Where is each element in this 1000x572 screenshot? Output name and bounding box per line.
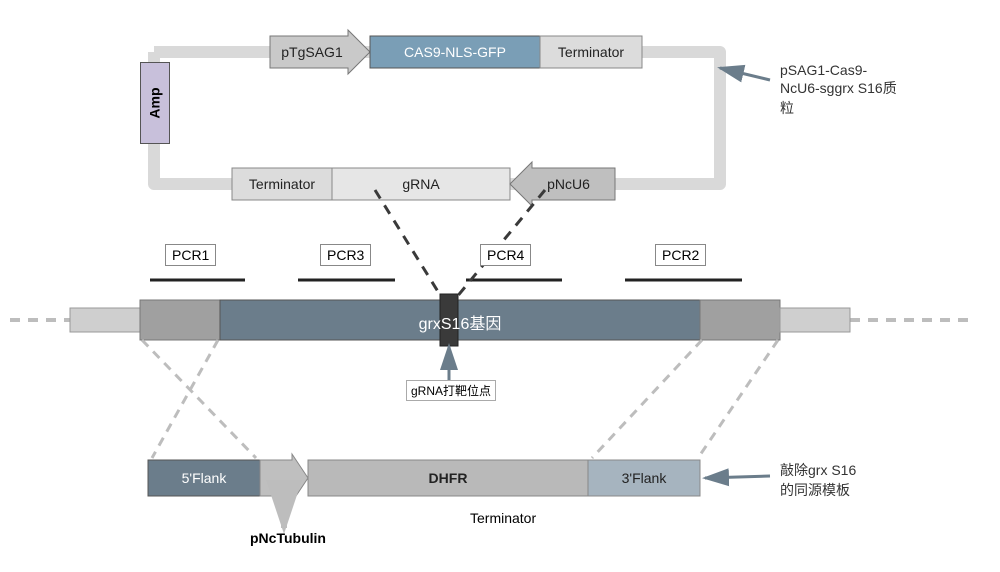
svg-text:DHFR: DHFR	[429, 470, 468, 486]
gene-label: grxS16基因	[220, 310, 700, 334]
svg-text:Terminator: Terminator	[249, 176, 315, 192]
donor-terminator-label: Terminator	[470, 510, 536, 526]
svg-text:5'Flank: 5'Flank	[182, 470, 228, 486]
amp-label: Amp	[147, 87, 163, 118]
svg-text:pNcU6: pNcU6	[547, 176, 590, 192]
svg-text:pTgSAG1: pTgSAG1	[281, 44, 343, 60]
svg-text:3'Flank: 3'Flank	[622, 470, 668, 486]
pcr-label-2: PCR3	[320, 244, 371, 266]
svg-text:CAS9-NLS-GFP: CAS9-NLS-GFP	[404, 44, 506, 60]
plasmid-annotation: pSAG1-Cas9- NcU6-sggrx S16质 粒	[780, 62, 897, 118]
pcr-label-1: PCR1	[165, 244, 216, 266]
pcr-label-3: PCR4	[480, 244, 531, 266]
amp-block: Amp	[140, 62, 170, 144]
donor-annotation: 敲除grx S16 的同源模板	[780, 460, 856, 500]
svg-text:Terminator: Terminator	[558, 44, 624, 60]
grna-target-label: gRNA打靶位点	[406, 380, 496, 401]
pcr-label-4: PCR2	[655, 244, 706, 266]
svg-text:gRNA: gRNA	[402, 176, 440, 192]
pnctubulin-label: pNcTubulin	[250, 530, 326, 546]
